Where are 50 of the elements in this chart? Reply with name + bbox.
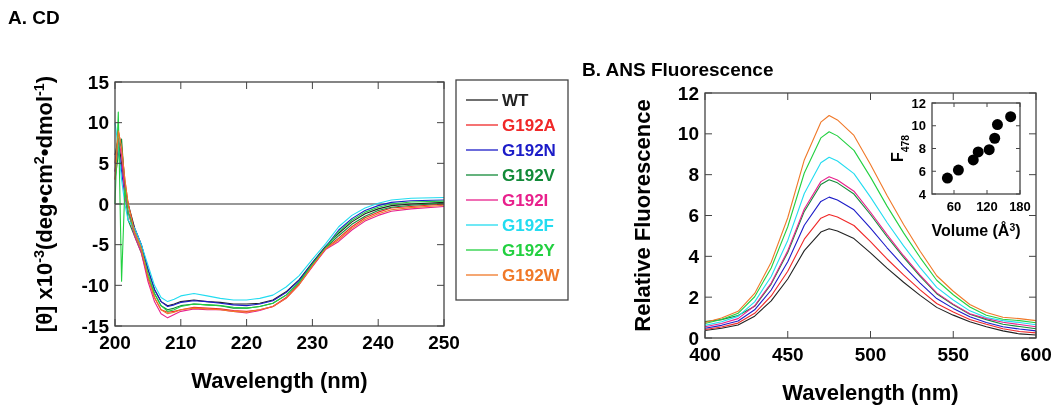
x-tick-label: 120 [976, 199, 998, 214]
point [972, 146, 984, 158]
x-tick-label: 220 [230, 332, 263, 353]
legend-label: G192Y [502, 240, 556, 260]
point [952, 164, 964, 176]
x-axis-title: Wavelength (nm) [191, 368, 368, 393]
y-tick-label: 10 [677, 123, 699, 145]
y-tick-label: 0 [98, 193, 109, 215]
chart-title: A. CD [8, 7, 60, 28]
legend-label: G192F [502, 215, 554, 235]
legend-label: WT [502, 90, 530, 110]
x-tick-label: 230 [296, 332, 329, 353]
point [991, 119, 1003, 131]
legend-label: G192N [502, 140, 556, 160]
y-tick-label: 12 [911, 95, 926, 111]
y-tick-label: 15 [87, 71, 110, 93]
y-axis-title: Relative Fluorescence [630, 99, 655, 332]
x-tick-label: 210 [164, 332, 197, 353]
legend-label: G192V [502, 165, 556, 185]
point [1005, 111, 1017, 123]
y-tick-label: -5 [92, 234, 110, 256]
y-tick-label: 6 [918, 163, 926, 179]
y-tick-label: 8 [918, 141, 926, 157]
y-tick-label: 5 [98, 152, 110, 174]
x-tick-label: 240 [362, 332, 395, 353]
x-tick-label: 250 [428, 332, 460, 353]
point [941, 172, 953, 184]
point [989, 132, 1001, 144]
chart-title: B. ANS Fluorescence [582, 59, 774, 80]
y-tick-label: 8 [688, 164, 699, 186]
x-tick-label: 60 [946, 199, 962, 214]
x-tick-label: 180 [1009, 199, 1031, 214]
y-tick-label: -10 [81, 274, 109, 296]
legend-label: G192I [502, 190, 549, 210]
y-tick-label: 10 [911, 118, 926, 134]
legend-label: G192A [502, 115, 556, 135]
x-axis-title: Wavelength (nm) [782, 380, 959, 405]
x-tick-label: 600 [1020, 344, 1052, 365]
y-tick-label: 4 [688, 245, 700, 267]
legend-label: G192W [502, 265, 561, 285]
y-tick-label: 10 [87, 112, 109, 134]
y-tick-label: 12 [677, 82, 699, 104]
y-tick-label: 4 [918, 186, 927, 202]
x-tick-label: 550 [937, 344, 970, 365]
y-tick-label: 2 [688, 286, 699, 308]
x-tick-label: 450 [771, 344, 804, 365]
x-axis-title: Volume (Å$^{3}$) [931, 221, 1021, 239]
y-tick-label: 6 [688, 205, 699, 227]
point [983, 144, 995, 156]
x-tick-label: 500 [854, 344, 887, 365]
